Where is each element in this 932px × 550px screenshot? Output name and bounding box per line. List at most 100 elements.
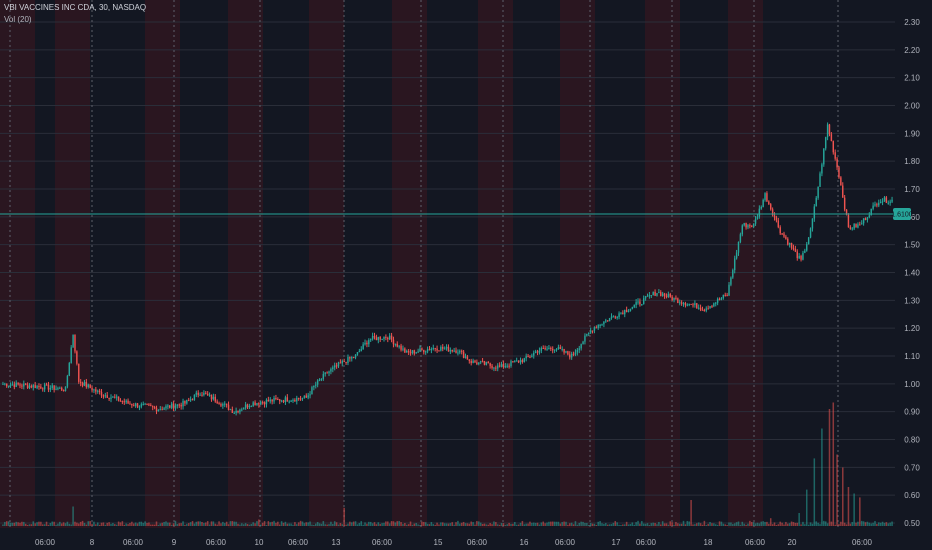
volume-bar <box>218 521 220 526</box>
volume-bar <box>244 523 247 526</box>
candle-body <box>125 400 127 403</box>
candle-body <box>815 197 817 207</box>
candle-body <box>614 316 616 318</box>
candle-body <box>11 384 14 386</box>
candle-body <box>474 360 476 363</box>
candle-body <box>853 224 855 229</box>
candle-body <box>845 209 848 215</box>
volume-bar <box>622 524 624 526</box>
volume-bar <box>184 524 186 526</box>
volume-bar <box>432 524 435 526</box>
candle-body <box>697 307 700 309</box>
volume-bar <box>661 521 664 526</box>
candle-body <box>42 388 44 390</box>
volume-bar <box>242 524 245 526</box>
candle-body <box>646 295 649 297</box>
volume-bar <box>349 521 351 526</box>
volume-bar <box>872 522 874 526</box>
candle-body <box>208 394 211 396</box>
candle-body <box>97 390 99 392</box>
candle-body <box>826 124 829 138</box>
time-tick-label: 06:00 <box>35 538 56 547</box>
candle-body <box>732 270 734 278</box>
volume-bar <box>34 523 36 526</box>
candle-body <box>339 362 342 364</box>
volume-bar <box>53 521 55 526</box>
volume-bar <box>225 521 228 526</box>
volume-bar <box>208 524 211 526</box>
price-tick-label: 0.70 <box>904 463 920 472</box>
candle-body <box>225 403 228 405</box>
time-tick-label: 16 <box>520 538 529 547</box>
candle-body <box>864 218 867 220</box>
volume-bar <box>485 524 488 526</box>
candle-body <box>639 301 641 305</box>
candle-body <box>781 233 783 235</box>
volume-bar <box>85 524 88 526</box>
volume-bar <box>267 521 270 526</box>
candle-body <box>650 295 653 297</box>
volume-bar <box>813 458 816 526</box>
volume-bar <box>307 522 309 526</box>
candle-body <box>341 360 344 364</box>
candle-body <box>654 292 656 296</box>
candle-body <box>754 219 757 224</box>
volume-bar <box>557 521 560 526</box>
candle-body <box>246 404 249 408</box>
candle-body <box>849 227 852 229</box>
candle-body <box>588 332 590 335</box>
candle-body <box>796 251 798 259</box>
candle-body <box>470 360 472 364</box>
volume-bar <box>121 521 124 526</box>
volume-bar <box>637 520 639 526</box>
candle-body <box>457 352 459 354</box>
volume-bar <box>889 522 891 526</box>
candle-body <box>770 204 772 210</box>
volume-bar <box>599 521 601 526</box>
candle-body <box>766 193 768 202</box>
volume-bar <box>688 521 690 526</box>
candle-body <box>174 406 177 409</box>
volume-bar <box>280 521 283 526</box>
volume-bar <box>385 521 387 526</box>
candle-body <box>188 399 190 401</box>
volume-bar <box>870 523 872 526</box>
volume-bar <box>405 524 408 526</box>
candle-body <box>451 350 453 352</box>
candle-body <box>119 400 122 402</box>
volume-bar <box>595 524 598 526</box>
candle-body <box>569 354 571 358</box>
volume-bar <box>751 522 753 526</box>
volume-bar <box>570 522 573 526</box>
volume-bar <box>235 521 237 526</box>
price-axis[interactable]: 2.30 2.20 2.10 2.00 1.90 1.80 1.70 1.60 1.50 1.40… <box>895 0 932 550</box>
volume-bar <box>305 522 308 526</box>
time-axis-bg <box>0 528 932 550</box>
candle-body <box>716 298 719 303</box>
candle-body <box>514 360 516 363</box>
volume-bar <box>151 524 154 526</box>
candle-body <box>70 347 72 364</box>
volume-bar <box>445 523 448 526</box>
volume-bar <box>366 523 368 526</box>
volume-bar <box>658 521 660 526</box>
volume-bar <box>635 522 637 526</box>
candle-body <box>167 405 169 407</box>
volume-bar <box>205 522 207 526</box>
candle-body <box>49 387 52 390</box>
candle-body <box>713 303 715 307</box>
volume-bar <box>692 524 694 526</box>
candle-body <box>358 351 361 353</box>
time-axis[interactable]: 06:00 8 06:00 9 06:00 10 06:00 13 06:00 15 06:00 16… <box>0 528 932 550</box>
candle-body <box>442 347 444 349</box>
price-tick-label: 1.00 <box>904 380 920 389</box>
candle-body <box>114 396 116 398</box>
candle-body <box>605 320 607 322</box>
session-band <box>55 0 90 528</box>
volume-bar <box>189 522 192 526</box>
volume-bar <box>239 524 241 526</box>
volume-bar <box>724 524 726 526</box>
volume-bar <box>70 524 72 526</box>
candle-body <box>745 223 747 228</box>
